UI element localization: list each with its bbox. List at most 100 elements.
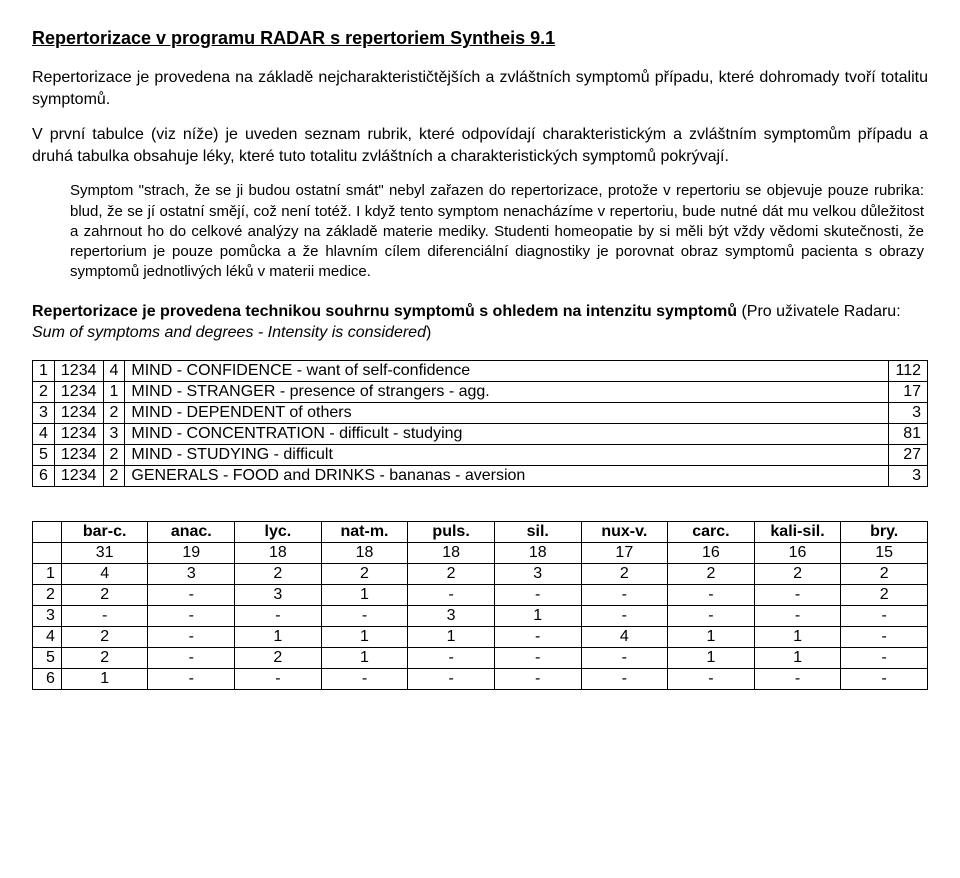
row-weight: 4 bbox=[103, 360, 125, 381]
remedy-total: 18 bbox=[235, 542, 322, 563]
remedy-cell: 2 bbox=[61, 647, 148, 668]
section-heading-bold: Repertorizace je provedena technikou sou… bbox=[32, 303, 737, 320]
remedy-header-row: bar-c.anac.lyc.nat-m.puls.sil.nux-v.carc… bbox=[33, 521, 928, 542]
remedy-header: kali-sil. bbox=[754, 521, 841, 542]
remedy-cell: - bbox=[841, 647, 928, 668]
row-code: 1234 bbox=[54, 381, 103, 402]
row-code: 1234 bbox=[54, 423, 103, 444]
remedy-cell: 1 bbox=[754, 626, 841, 647]
spacer bbox=[32, 487, 928, 521]
remedy-cell: - bbox=[148, 605, 235, 626]
remedy-cell: - bbox=[494, 647, 581, 668]
table-row: 52-21---11- bbox=[33, 647, 928, 668]
row-number: 6 bbox=[33, 465, 55, 486]
row-code: 1234 bbox=[54, 402, 103, 423]
remedy-cell: 3 bbox=[148, 563, 235, 584]
remedy-total: 19 bbox=[148, 542, 235, 563]
table-row: 61--------- bbox=[33, 668, 928, 689]
remedy-cell: 2 bbox=[668, 563, 755, 584]
row-description: MIND - CONFIDENCE - want of self-confide… bbox=[125, 360, 889, 381]
remedy-cell: 3 bbox=[235, 584, 322, 605]
section-heading-italic: Sum of symptoms and degrees - Intensity … bbox=[32, 324, 426, 341]
row-number: 4 bbox=[33, 423, 55, 444]
remedy-header: nat-m. bbox=[321, 521, 408, 542]
remedy-cell: - bbox=[754, 668, 841, 689]
intro-text-1: Repertorizace je provedena na základě ne… bbox=[32, 69, 928, 108]
row-code: 1234 bbox=[54, 465, 103, 486]
remedy-cell: - bbox=[581, 647, 668, 668]
remedy-total: 15 bbox=[841, 542, 928, 563]
row-count: 17 bbox=[889, 381, 928, 402]
remedy-total: 16 bbox=[754, 542, 841, 563]
remedy-cell: 2 bbox=[408, 563, 495, 584]
row-number: 2 bbox=[33, 584, 62, 605]
remedy-totals-row: 31191818181817161615 bbox=[33, 542, 928, 563]
table-row: 112344MIND - CONFIDENCE - want of self-c… bbox=[33, 360, 928, 381]
remedy-cell: - bbox=[668, 605, 755, 626]
remedy-cell: 1 bbox=[321, 626, 408, 647]
row-weight: 2 bbox=[103, 444, 125, 465]
remedy-cell: - bbox=[841, 626, 928, 647]
remedy-cell: - bbox=[148, 647, 235, 668]
remedy-cell: - bbox=[494, 584, 581, 605]
row-count: 81 bbox=[889, 423, 928, 444]
row-number: 1 bbox=[33, 563, 62, 584]
remedy-cell: - bbox=[754, 584, 841, 605]
row-code: 1234 bbox=[54, 444, 103, 465]
remedy-cell: 2 bbox=[235, 647, 322, 668]
row-description: GENERALS - FOOD and DRINKS - bananas - a… bbox=[125, 465, 889, 486]
intro-paragraph-1: Repertorizace je provedena na základě ne… bbox=[32, 67, 928, 110]
remedy-cell: 2 bbox=[61, 626, 148, 647]
remedy-cell: 1 bbox=[668, 647, 755, 668]
remedy-cell: - bbox=[668, 584, 755, 605]
remedy-cell: - bbox=[321, 605, 408, 626]
table-row: 312342MIND - DEPENDENT of others3 bbox=[33, 402, 928, 423]
table-row: 22-31-----2 bbox=[33, 584, 928, 605]
remedy-header: nux-v. bbox=[581, 521, 668, 542]
header-blank bbox=[33, 521, 62, 542]
remedy-cell: 1 bbox=[754, 647, 841, 668]
table-row: 612342GENERALS - FOOD and DRINKS - banan… bbox=[33, 465, 928, 486]
remedy-total: 16 bbox=[668, 542, 755, 563]
row-count: 27 bbox=[889, 444, 928, 465]
table-row: 3----31---- bbox=[33, 605, 928, 626]
remedy-cell: - bbox=[148, 626, 235, 647]
remedies-table: bar-c.anac.lyc.nat-m.puls.sil.nux-v.carc… bbox=[32, 521, 928, 690]
remedy-total: 17 bbox=[581, 542, 668, 563]
row-description: MIND - STRANGER - presence of strangers … bbox=[125, 381, 889, 402]
remedy-cell: 2 bbox=[841, 563, 928, 584]
remedy-cell: - bbox=[581, 584, 668, 605]
remedy-cell: 4 bbox=[581, 626, 668, 647]
row-number: 6 bbox=[33, 668, 62, 689]
row-number: 5 bbox=[33, 647, 62, 668]
remedy-cell: 1 bbox=[321, 584, 408, 605]
row-weight: 2 bbox=[103, 465, 125, 486]
remedy-header: lyc. bbox=[235, 521, 322, 542]
row-number: 2 bbox=[33, 381, 55, 402]
section-heading: Repertorizace je provedena technikou sou… bbox=[32, 301, 928, 344]
row-weight: 3 bbox=[103, 423, 125, 444]
remedy-cell: - bbox=[494, 626, 581, 647]
row-description: MIND - CONCENTRATION - difficult - study… bbox=[125, 423, 889, 444]
intro-paragraph-2: V první tabulce (viz níže) je uveden sez… bbox=[32, 124, 928, 167]
row-description: MIND - STUDYING - difficult bbox=[125, 444, 889, 465]
row-number: 3 bbox=[33, 605, 62, 626]
section-heading-post: ) bbox=[426, 324, 431, 341]
remedy-cell: - bbox=[321, 668, 408, 689]
remedy-total: 18 bbox=[494, 542, 581, 563]
remedy-cell: - bbox=[668, 668, 755, 689]
row-number: 4 bbox=[33, 626, 62, 647]
remedy-cell: - bbox=[235, 668, 322, 689]
row-weight: 1 bbox=[103, 381, 125, 402]
remedy-cell: - bbox=[148, 668, 235, 689]
row-description: MIND - DEPENDENT of others bbox=[125, 402, 889, 423]
page-title: Repertorizace v programu RADAR s reperto… bbox=[32, 28, 928, 49]
table-row: 412343MIND - CONCENTRATION - difficult -… bbox=[33, 423, 928, 444]
table-row: 212341MIND - STRANGER - presence of stra… bbox=[33, 381, 928, 402]
remedy-cell: 1 bbox=[668, 626, 755, 647]
remedy-cell: - bbox=[408, 668, 495, 689]
intro-text-2: V první tabulce (viz níže) je uveden sez… bbox=[32, 126, 928, 165]
rubrics-table: 112344MIND - CONFIDENCE - want of self-c… bbox=[32, 360, 928, 487]
remedy-cell: - bbox=[494, 668, 581, 689]
remedy-cell: - bbox=[754, 605, 841, 626]
